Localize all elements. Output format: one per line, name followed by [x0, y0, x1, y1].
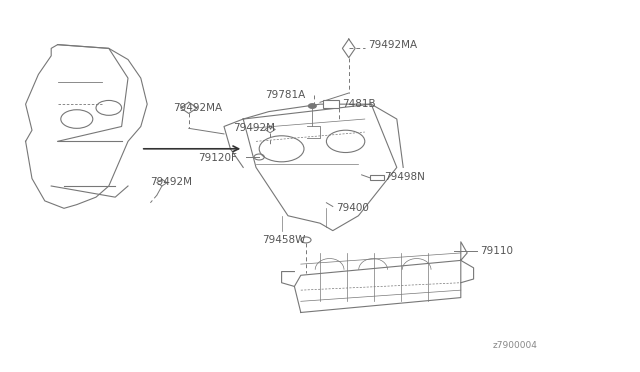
Text: 79400: 79400	[336, 203, 369, 213]
Text: 79492M: 79492M	[150, 177, 193, 187]
Text: 79492MA: 79492MA	[173, 103, 222, 113]
Text: z7900004: z7900004	[493, 341, 538, 350]
Text: 79498N: 79498N	[384, 172, 425, 182]
Text: 7481B: 7481B	[342, 99, 376, 109]
FancyBboxPatch shape	[370, 175, 384, 180]
Text: 79492MA: 79492MA	[368, 40, 417, 49]
Text: 79492M: 79492M	[234, 124, 276, 133]
Circle shape	[308, 104, 316, 108]
Text: 79781A: 79781A	[266, 90, 306, 100]
Text: 79458W: 79458W	[262, 235, 306, 245]
FancyBboxPatch shape	[323, 100, 339, 108]
Text: 79110: 79110	[480, 246, 513, 256]
Text: 79120F: 79120F	[198, 153, 237, 163]
